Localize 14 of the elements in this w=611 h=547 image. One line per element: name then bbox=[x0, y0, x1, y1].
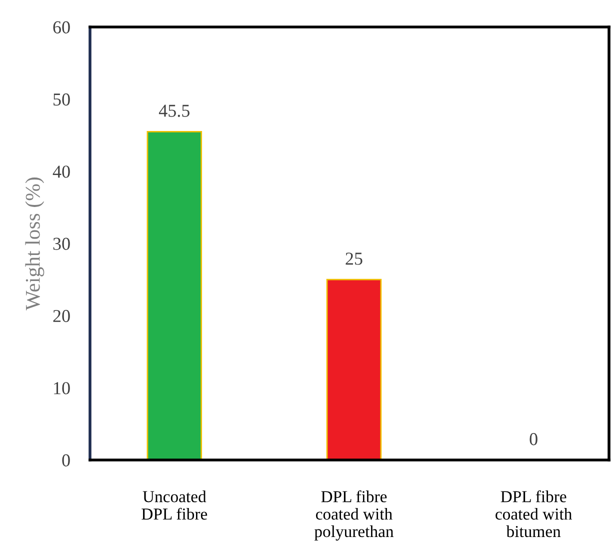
x-tick-label: DPL fibre coated with bitumen bbox=[496, 490, 572, 538]
x-tick-label: Uncoated DPL fibre bbox=[142, 490, 208, 520]
y-tick-label: 20 bbox=[53, 310, 70, 322]
y-tick-label: 60 bbox=[53, 21, 70, 34]
data-label: 25 bbox=[346, 252, 362, 265]
y-tick-label: 50 bbox=[54, 93, 70, 106]
y-tick-label: 30 bbox=[53, 238, 70, 250]
y-tick-label: 40 bbox=[52, 166, 70, 178]
data-label: 45.5 bbox=[158, 104, 190, 117]
y-tick-label: 10 bbox=[54, 382, 70, 394]
data-label: 0 bbox=[530, 433, 538, 446]
x-tick-label: DPL fibre coated with polyurethan bbox=[314, 490, 394, 541]
y-tick-label: 0 bbox=[62, 454, 70, 466]
y-axis-title: Weight loss (%) bbox=[25, 178, 44, 310]
